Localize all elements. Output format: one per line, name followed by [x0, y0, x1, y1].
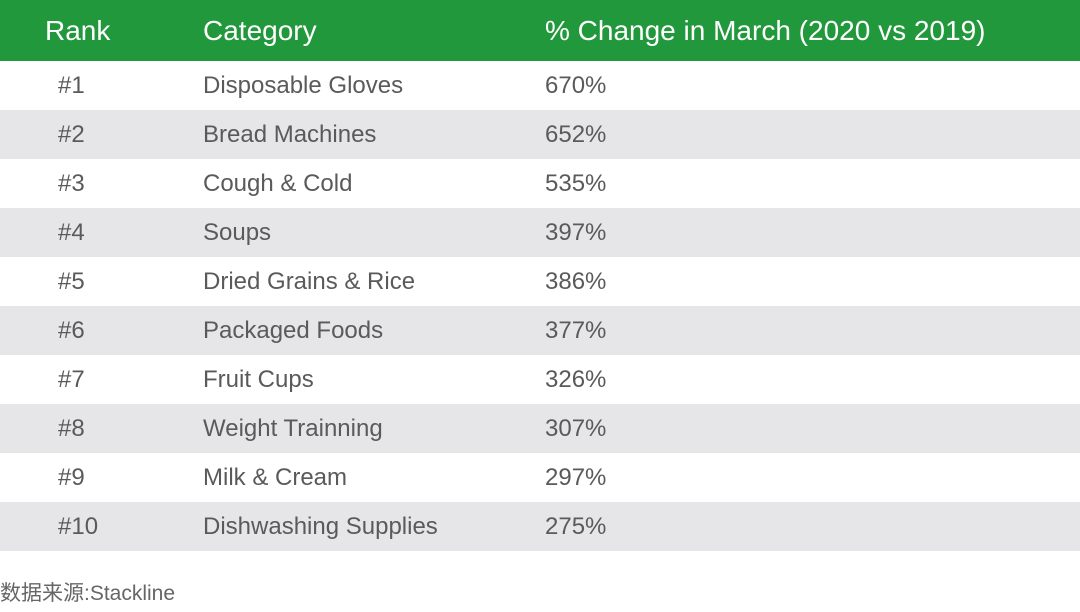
change-cell: 397%: [545, 219, 607, 246]
category-cell: Bread Machines: [203, 121, 377, 148]
rank-cell: #1: [58, 72, 85, 99]
change-cell: 670%: [545, 72, 607, 99]
header-rank: Rank: [45, 15, 111, 46]
change-cell: 275%: [545, 513, 607, 540]
category-cell: Dried Grains & Rice: [203, 268, 416, 295]
category-cell: Disposable Gloves: [203, 72, 404, 99]
category-cell: Packaged Foods: [203, 317, 384, 344]
table-row: #1 Disposable Gloves 670%: [0, 61, 1080, 110]
rank-cell: #8: [58, 415, 85, 442]
table-row: #10 Dishwashing Supplies 275%: [0, 502, 1080, 551]
header-category: Category: [203, 15, 317, 46]
rank-cell: #7: [58, 366, 85, 393]
rank-cell: #2: [58, 121, 85, 148]
table-row: #5 Dried Grains & Rice 386%: [0, 257, 1080, 306]
table-row: #7 Fruit Cups 326%: [0, 355, 1080, 404]
change-cell: 652%: [545, 121, 607, 148]
category-cell: Soups: [203, 219, 272, 246]
change-cell: 326%: [545, 366, 607, 393]
source-note: 数据来源:Stackline: [0, 582, 176, 605]
change-cell: 297%: [545, 464, 607, 491]
table-row: #2 Bread Machines 652%: [0, 110, 1080, 159]
category-cell: Dishwashing Supplies: [203, 513, 438, 540]
category-cell: Cough & Cold: [203, 170, 353, 197]
rank-cell: #6: [58, 317, 85, 344]
rank-cell: #4: [58, 219, 85, 246]
category-cell: Weight Trainning: [203, 415, 383, 442]
table-row: #9 Milk & Cream 297%: [0, 453, 1080, 502]
category-cell: Milk & Cream: [203, 464, 348, 491]
change-cell: 307%: [545, 415, 607, 442]
category-cell: Fruit Cups: [203, 366, 314, 393]
table-row: #4 Soups 397%: [0, 208, 1080, 257]
change-cell: 377%: [545, 317, 607, 344]
change-cell: 386%: [545, 268, 607, 295]
header-change: % Change in March (2020 vs 2019): [545, 15, 986, 46]
rank-cell: #10: [58, 513, 99, 540]
rank-cell: #9: [58, 464, 85, 491]
table-row: #6 Packaged Foods 377%: [0, 306, 1080, 355]
rank-cell: #5: [58, 268, 85, 295]
rank-cell: #3: [58, 170, 85, 197]
table-header: Rank Category % Change in March (2020 vs…: [0, 0, 1080, 61]
table-row: #8 Weight Trainning 307%: [0, 404, 1080, 453]
table-row: #3 Cough & Cold 535%: [0, 159, 1080, 208]
change-cell: 535%: [545, 170, 607, 197]
